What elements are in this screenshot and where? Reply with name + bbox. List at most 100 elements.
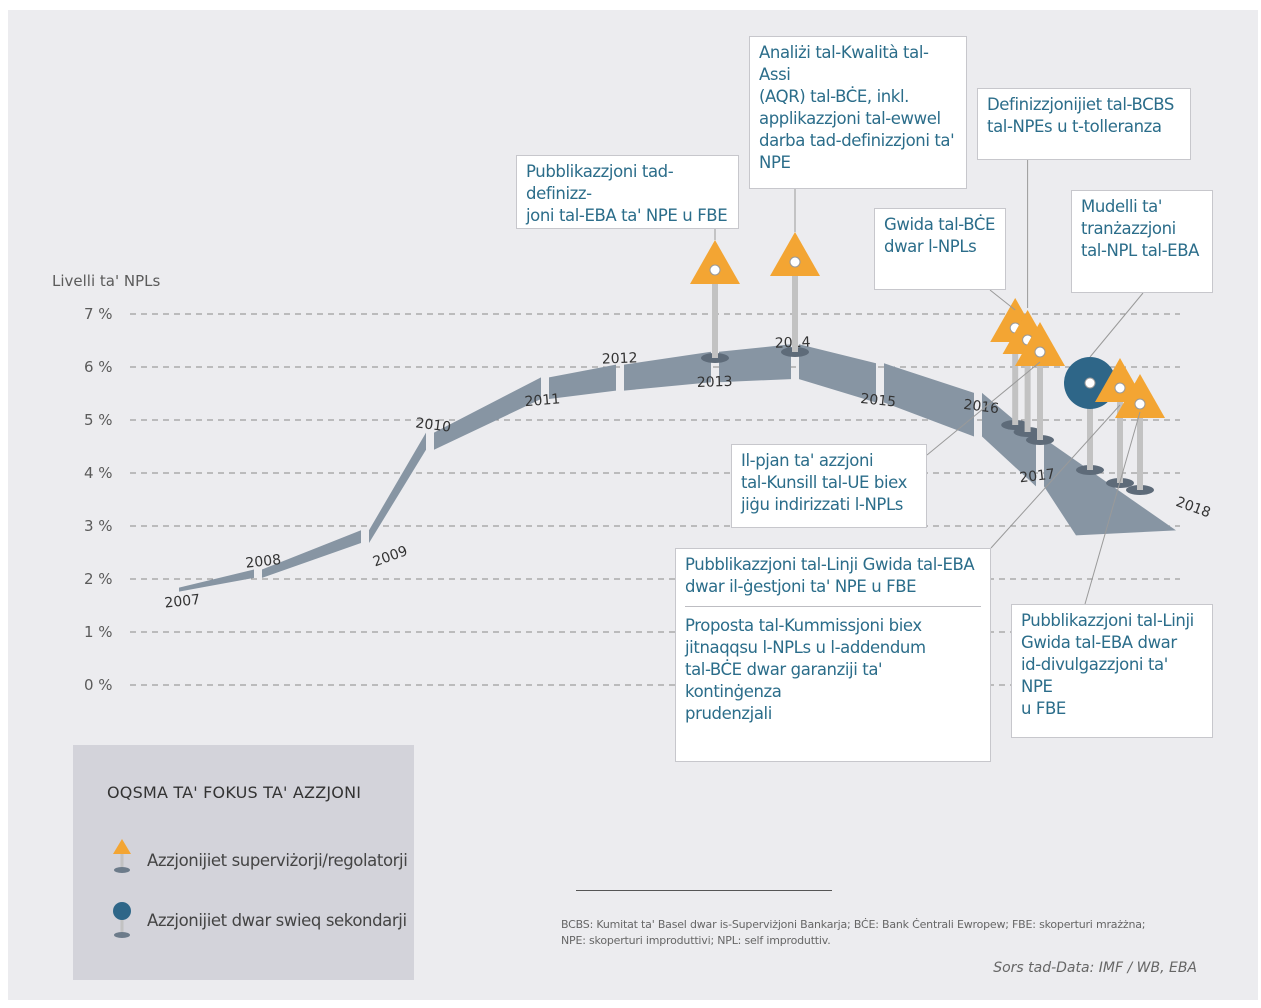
y-axis-label: Livelli ta' NPLs: [52, 272, 160, 290]
callout-line: id-divulgazzjoni ta' NPE: [1021, 655, 1168, 696]
legend-item-secondary: Azzjonijiet dwar swieq sekondarji: [147, 911, 407, 930]
pin-stem: [712, 270, 718, 358]
footnote: BCBS: Kumitat ta' Basel dwar is-Superviż…: [561, 917, 1181, 949]
callout-line: tal-NPEs u t-tolleranza: [987, 117, 1162, 136]
pin-stem: [792, 262, 798, 352]
supervisory-triangle-icon: [1015, 322, 1065, 366]
footnote-line: BCBS: Kumitat ta' Basel dwar is-Superviż…: [561, 918, 1146, 931]
band-segment: [434, 377, 541, 450]
y-tick-label: 7 %: [84, 305, 113, 323]
year-label: 2015: [860, 391, 897, 411]
callout-bcbs: Definizzjonijiet tal-BCBS tal-NPEs u t-t…: [977, 88, 1191, 160]
callout-line: Pubblikazzjoni tal-Linji Gwida tal-EBA: [685, 555, 975, 574]
callout-line: prudenzjali: [685, 704, 772, 723]
source-note: Sors tad-Data: IMF / WB, EBA: [993, 960, 1197, 976]
callout-eba-disclosure: Pubblikazzjoni tal-Linji Gwida tal-EBA d…: [1011, 604, 1213, 738]
y-tick-label: 5 %: [84, 411, 113, 429]
callout-connectors: [714, 160, 1144, 605]
npl-band: [179, 344, 1176, 592]
callout-line: jitnaqqsu l-NPLs u l-addendum: [685, 638, 926, 657]
callout-line: tal-NPL tal-EBA: [1081, 241, 1199, 260]
pin-dot: [1134, 398, 1146, 410]
callout-line: Gwida tal-EBA dwar: [1021, 633, 1177, 652]
year-label: 2007: [164, 592, 201, 612]
footnote-rule: [576, 890, 832, 891]
circle-pin-icon: [113, 902, 131, 938]
band-segment: [982, 392, 1036, 487]
connector-line: [1084, 411, 1141, 605]
pin-stem: [1024, 340, 1031, 432]
connector-line: [990, 404, 1121, 549]
callout-line: Proposta tal-Kummissjoni biex: [685, 616, 922, 635]
pin-stem: [1087, 383, 1093, 470]
pin-dot: [1034, 346, 1046, 358]
year-label: 2008: [245, 552, 282, 572]
callout-line: jiġu indirizzati l-NPLs: [741, 495, 903, 514]
year-label: 2011: [524, 391, 561, 410]
callout-line: dwar il-ġestjoni ta' NPE u FBE: [685, 577, 917, 596]
pin-stem: [1117, 388, 1123, 483]
year-label: 2012: [602, 350, 638, 367]
callout-mudelli: Mudelli ta' tranżazzjoni tal-NPL tal-EBA: [1071, 190, 1213, 293]
band-segment: [884, 363, 974, 437]
y-tick-label: 4 %: [84, 464, 113, 482]
callout-line: tranżazzjoni: [1081, 219, 1176, 238]
connector-line: [1089, 292, 1144, 358]
callout-ecb-guidance: Gwida tal-BĊE dwar l-NPLs: [874, 208, 1006, 290]
band-segment: [262, 530, 361, 578]
band-segment: [624, 351, 711, 391]
supervisory-triangle-icon: [690, 240, 740, 284]
pin-dot: [1084, 377, 1096, 389]
pin-dot: [709, 264, 721, 276]
y-tick-label: 0 %: [84, 676, 113, 694]
band-segment: [179, 569, 254, 592]
band-segment: [369, 432, 426, 543]
triangle-pin-icon: [113, 839, 131, 873]
callout-line: applikazzjoni tal-ewwel: [759, 109, 941, 128]
callout-line: NPE: [759, 153, 791, 172]
legend-title: OQSMA TA' FOKUS TA' AZZJONI: [107, 783, 362, 802]
pin-dot: [789, 256, 801, 268]
callout-line: darba tad-definizzjoni ta': [759, 131, 955, 150]
callout-council: Il-pjan ta' azzjoni tal-Kunsill tal-UE b…: [731, 444, 927, 528]
band-segment: [799, 344, 876, 403]
year-label: 2016: [962, 397, 999, 417]
pin-dot: [1114, 382, 1126, 394]
year-label: 2017: [1019, 466, 1056, 486]
legend-item-supervisory: Azzjonijiet superviżorji/regolatorji: [147, 851, 408, 870]
y-tick-label: 1 %: [84, 623, 113, 641]
footnote-line: NPE: skoperturi improduttivi; NPL: self …: [561, 934, 831, 947]
pin-stem: [1012, 328, 1019, 425]
callout-line: Il-pjan ta' azzjoni: [741, 451, 874, 470]
callout-line: tal-BĊE dwar garanziji ta' kontinġenza: [685, 660, 883, 701]
y-tick-label: 6 %: [84, 358, 113, 376]
band-segment: [719, 344, 791, 383]
supervisory-triangle-icon: [1115, 374, 1165, 418]
callout-line: u FBE: [1021, 699, 1066, 718]
marker-pins: [690, 232, 1165, 495]
callout-line: tal-Kunsill tal-UE biex: [741, 473, 907, 492]
callout-line: Mudelli ta': [1081, 197, 1163, 216]
y-tick-label: 2 %: [84, 570, 113, 588]
legend: OQSMA TA' FOKUS TA' AZZJONI Azzjonijiet …: [73, 745, 414, 980]
callout-line: joni tal-EBA ta' NPE u FBE: [526, 206, 728, 225]
callout-divider: [685, 606, 981, 607]
year-label: 2018: [1174, 494, 1213, 521]
callout-line: Pubblikazzjoni tal-Linji: [1021, 611, 1194, 630]
pin-stem: [1137, 404, 1143, 490]
supervisory-triangle-icon: [770, 232, 820, 276]
callout-line: Gwida tal-BĊE: [884, 215, 996, 234]
callout-line: Pubblikazzjoni tad-definizz-: [526, 162, 674, 203]
callout-aqr: Analiżi tal-Kwalità tal-Assi (AQR) tal-B…: [749, 36, 967, 189]
pin-stem: [1037, 352, 1043, 440]
callout-line: dwar l-NPLs: [884, 237, 977, 256]
band-segment: [549, 364, 616, 399]
band-segment: [1044, 438, 1176, 536]
year-label: 2013: [697, 374, 733, 391]
year-label: 2010: [414, 415, 451, 435]
callout-line: (AQR) tal-BĊE, inkl.: [759, 87, 909, 106]
callout-eba-guidelines: Pubblikazzjoni tal-Linji Gwida tal-EBA d…: [675, 548, 991, 762]
year-label: 2009: [371, 543, 410, 570]
callout-line: Definizzjonijiet tal-BCBS: [987, 95, 1174, 114]
